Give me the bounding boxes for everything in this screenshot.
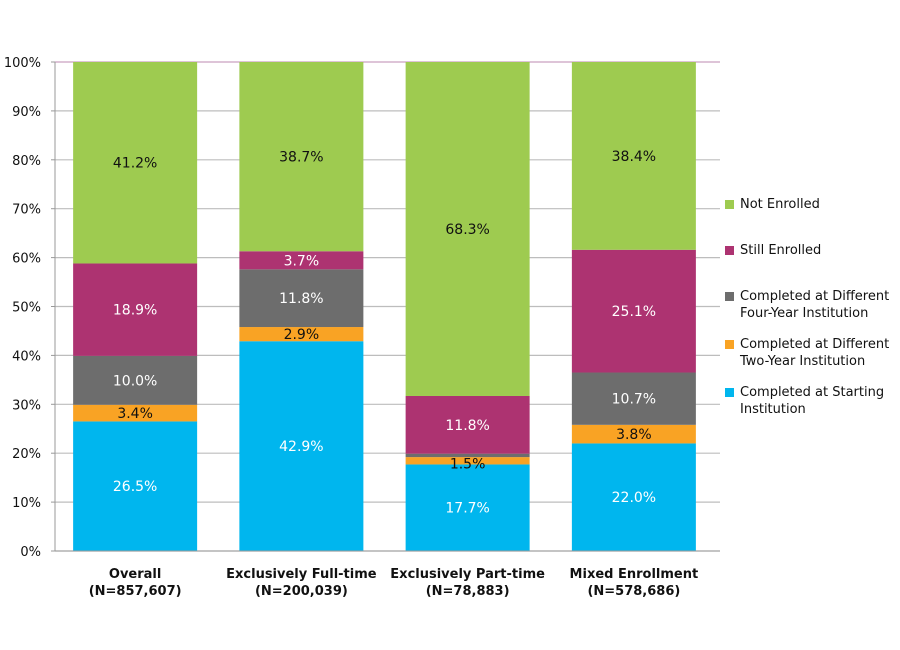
- legend-swatch: [725, 388, 734, 397]
- y-tick-label: 40%: [12, 349, 41, 364]
- data-label: 68.3%: [445, 222, 489, 238]
- x-tick-label: (N=200,039): [255, 584, 348, 599]
- legend-label-line: Completed at Different: [740, 289, 890, 304]
- legend-label-line: Not Enrolled: [740, 197, 820, 212]
- legend-label: Completed at Starting Institution: [740, 384, 884, 418]
- y-tick-label: 30%: [12, 398, 41, 413]
- data-label: 38.4%: [612, 149, 656, 165]
- bar-segment: [73, 404, 198, 422]
- legend-label: Completed at Different Two-Year Instituti…: [740, 336, 889, 370]
- data-label: 11.8%: [445, 418, 489, 434]
- y-tick-label: 10%: [12, 496, 41, 511]
- legend-label-line: Four-Year Institution: [740, 306, 869, 321]
- bar-segment: [239, 251, 364, 270]
- bar-segment: [571, 62, 696, 250]
- data-label: 17.7%: [445, 501, 489, 517]
- data-label: 10.7%: [612, 392, 656, 408]
- data-label: 11.8%: [279, 291, 323, 307]
- data-label: 3.4%: [117, 406, 153, 422]
- x-tick-label: Mixed Enrollment: [570, 567, 699, 582]
- y-tick-label: 50%: [12, 301, 41, 316]
- bar-segment: [239, 327, 364, 342]
- data-label: 10.0%: [113, 373, 157, 389]
- bar-segment: [73, 421, 198, 551]
- bar-segment: [405, 453, 530, 458]
- data-label: 38.7%: [279, 150, 323, 166]
- legend-label: Still Enrolled: [740, 242, 821, 259]
- legend-label-line: Institution: [740, 402, 806, 417]
- y-tick-label: 20%: [12, 447, 41, 462]
- data-label: 1.5%: [450, 456, 486, 472]
- data-label: 41.2%: [113, 156, 157, 172]
- bar-segment: [571, 249, 696, 373]
- data-label: 3.7%: [284, 253, 320, 269]
- legend-item: Completed at Different Four-Year Institut…: [725, 288, 889, 322]
- legend-label-line: Still Enrolled: [740, 243, 822, 258]
- legend-swatch: [725, 340, 734, 349]
- legend-item: Completed at Starting Institution: [725, 384, 884, 418]
- bar-segment: [239, 62, 364, 252]
- data-label: 3.8%: [616, 427, 652, 443]
- bar-segment: [571, 372, 696, 425]
- legend-item: Still Enrolled: [725, 242, 821, 259]
- legend-label: Not Enrolled: [740, 196, 820, 213]
- x-tick-label: (N=578,686): [587, 584, 680, 599]
- y-tick-label: 60%: [12, 252, 41, 267]
- data-label: 42.9%: [279, 439, 323, 455]
- bar-segment: [405, 395, 530, 454]
- bar-segment: [73, 355, 198, 405]
- legend-swatch: [725, 200, 734, 209]
- bar-segment: [405, 62, 530, 396]
- legend-item: Not Enrolled: [725, 196, 820, 213]
- x-tick-label: (N=78,883): [426, 584, 510, 599]
- bar-segment: [239, 269, 364, 328]
- x-tick-label: Overall: [109, 567, 161, 582]
- bar-segment: [571, 443, 696, 551]
- data-label: 18.9%: [113, 303, 157, 319]
- bar-segment: [405, 464, 530, 551]
- data-label: 22.0%: [612, 490, 656, 506]
- legend-label-line: Completed at Different: [740, 337, 890, 352]
- bar-segment: [405, 457, 530, 465]
- data-label: 26.5%: [113, 479, 157, 495]
- y-tick-label: 80%: [12, 154, 41, 169]
- y-tick-label: 0%: [20, 545, 41, 560]
- legend-label: Completed at Different Four-Year Institut…: [740, 288, 889, 322]
- legend-label-line: Completed at Starting: [740, 385, 885, 400]
- y-tick-label: 100%: [4, 56, 41, 71]
- bar-segment: [571, 424, 696, 444]
- legend-swatch: [725, 246, 734, 255]
- bar-segment: [73, 263, 198, 356]
- legend-label-line: Two-Year Institution: [740, 354, 866, 369]
- x-tick-label: Exclusively Part-time: [390, 567, 545, 582]
- legend-swatch: [725, 292, 734, 301]
- x-tick-label: Exclusively Full-time: [226, 567, 377, 582]
- data-label: 2.9%: [284, 327, 320, 343]
- data-label: 25.1%: [612, 304, 656, 320]
- legend-item: Completed at Different Two-Year Instituti…: [725, 336, 889, 370]
- bar-segment: [73, 62, 198, 264]
- bar-segment: [239, 341, 364, 551]
- y-tick-label: 90%: [12, 105, 41, 120]
- x-tick-label: (N=857,607): [89, 584, 182, 599]
- y-tick-label: 70%: [12, 203, 41, 218]
